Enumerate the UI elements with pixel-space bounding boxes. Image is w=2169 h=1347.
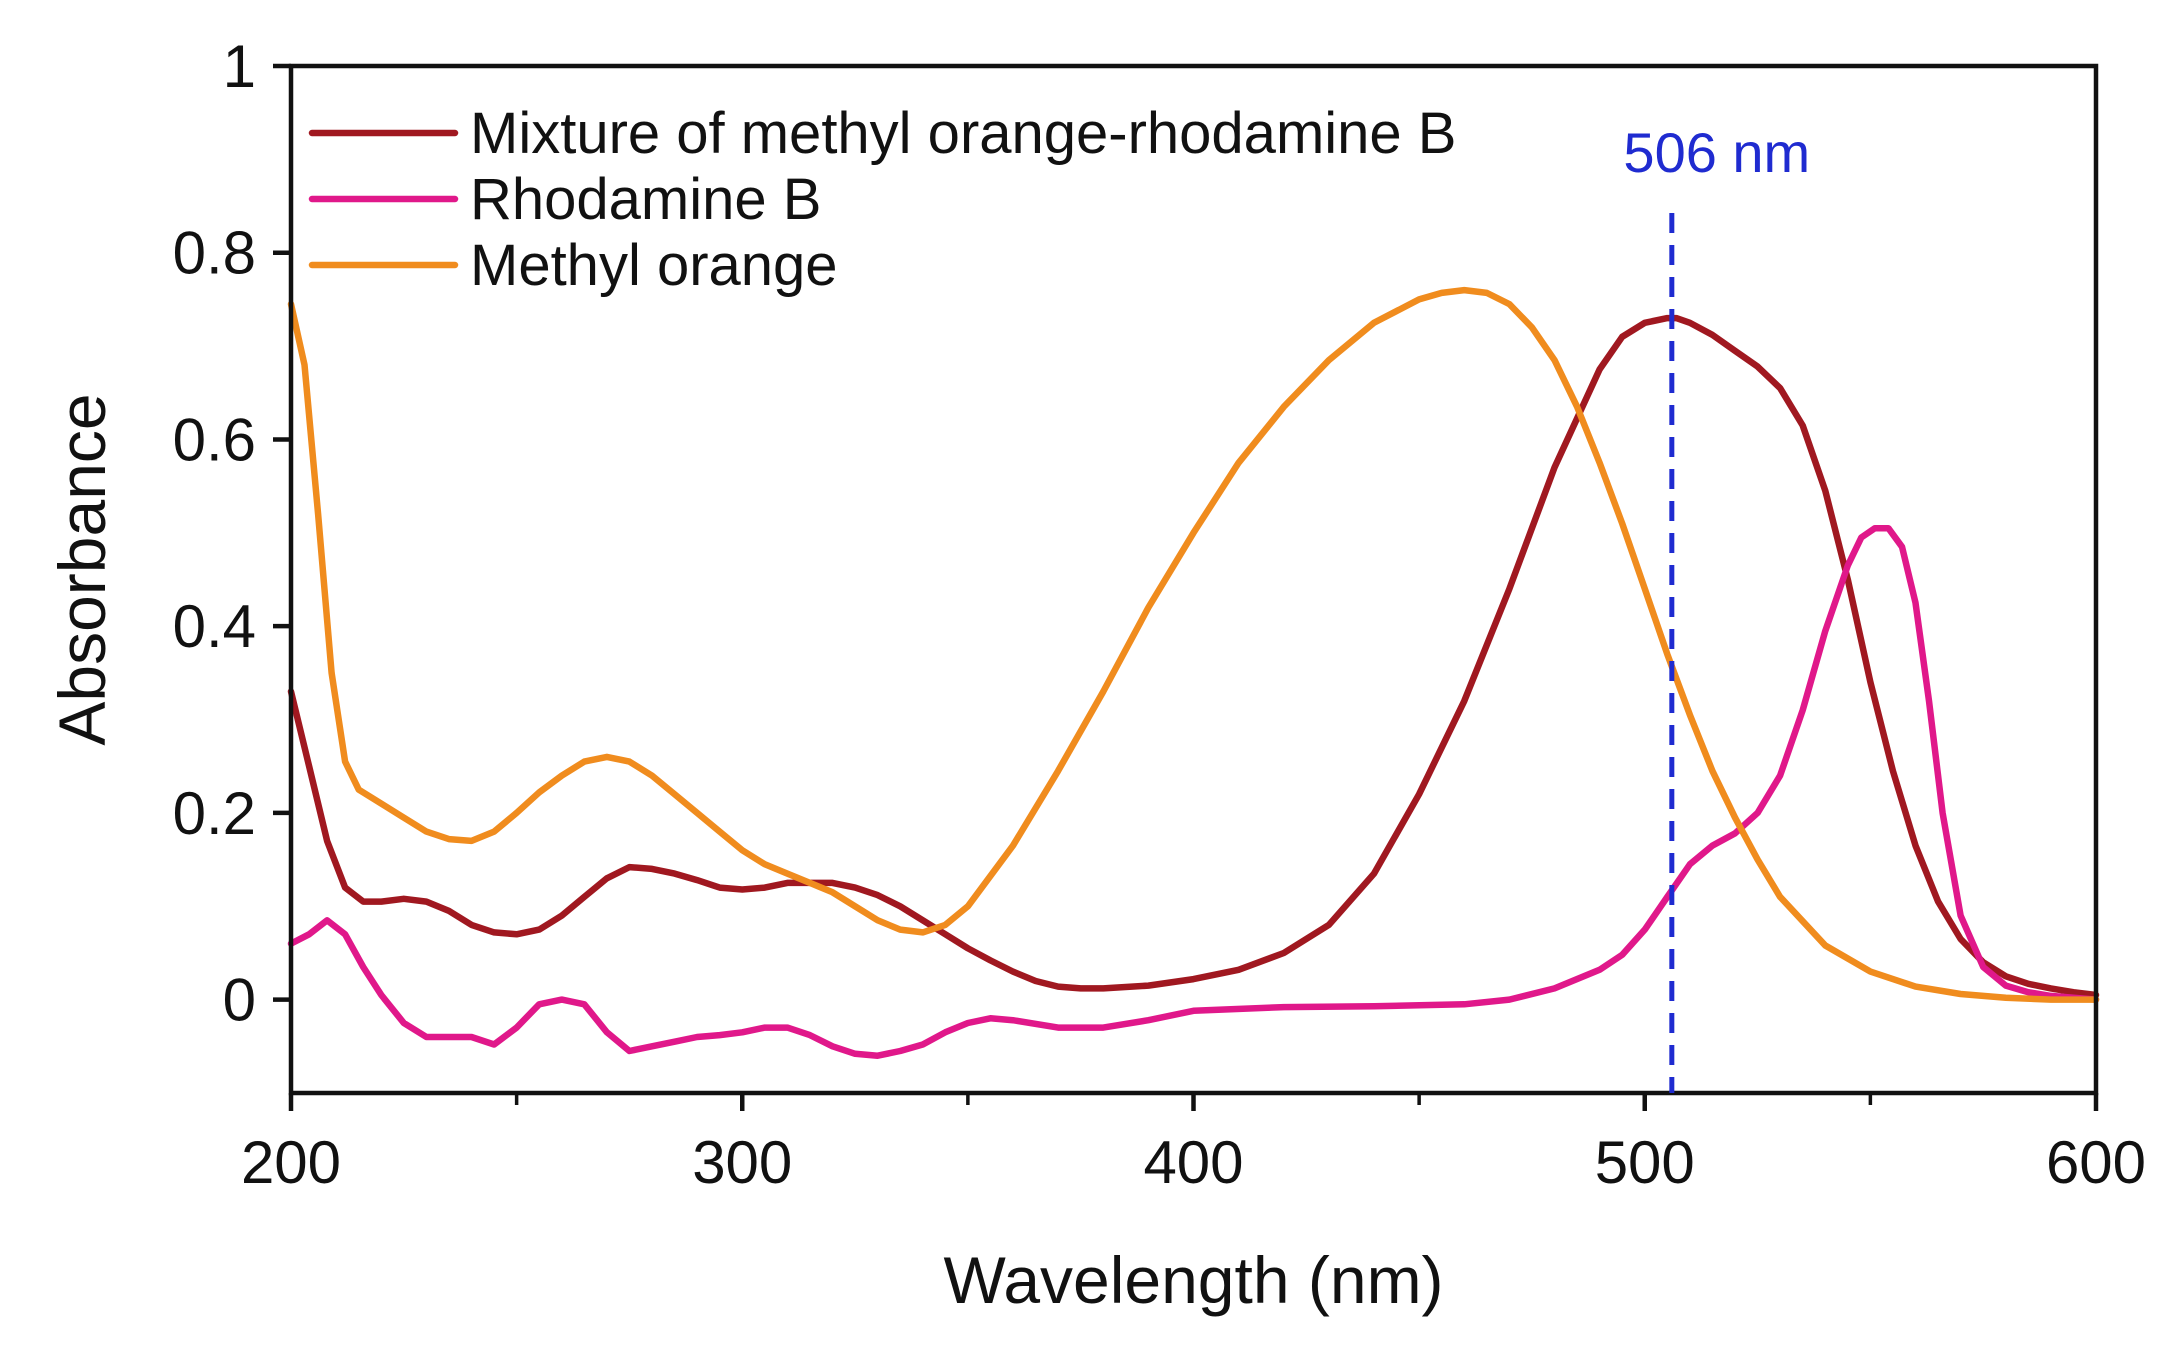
x-tick-label-3: 500 <box>1595 1129 1695 1196</box>
legend-label-2: Methyl orange <box>470 233 838 298</box>
tick-labels: 200 300 400 500 600 0 0.2 0.4 0.6 0.8 1 <box>173 33 2146 1196</box>
x-axis-title: Wavelength (nm) <box>943 1243 1443 1317</box>
y-tick-label-3: 0.6 <box>173 406 256 473</box>
plot-marks <box>287 286 2100 1059</box>
series-line-1 <box>287 524 2100 1059</box>
legend-label-0: Mixture of methyl orange-rhodamine B <box>470 101 1456 166</box>
series-line-0 <box>287 314 2100 999</box>
y-axis-title: Absorbance <box>45 393 119 745</box>
axis-ticks <box>273 63 2099 1111</box>
legend: Mixture of methyl orange-rhodamine BRhod… <box>308 101 1456 298</box>
y-tick-label-1: 0.2 <box>173 780 256 847</box>
annotation-label-0: 506 nm <box>1623 121 1810 184</box>
x-tick-label-0: 200 <box>241 1129 341 1196</box>
series-line-2 <box>287 286 2100 1003</box>
x-tick-label-1: 300 <box>692 1129 792 1196</box>
y-tick-label-4: 0.8 <box>173 220 256 287</box>
legend-label-1: Rhodamine B <box>470 167 821 232</box>
x-tick-label-4: 600 <box>2046 1129 2146 1196</box>
annotations: 506 nm <box>1623 121 1810 1093</box>
y-tick-label-0: 0 <box>223 967 256 1034</box>
x-tick-label-2: 400 <box>1143 1129 1243 1196</box>
y-tick-label-5: 1 <box>223 33 256 100</box>
y-tick-label-2: 0.4 <box>173 593 256 660</box>
